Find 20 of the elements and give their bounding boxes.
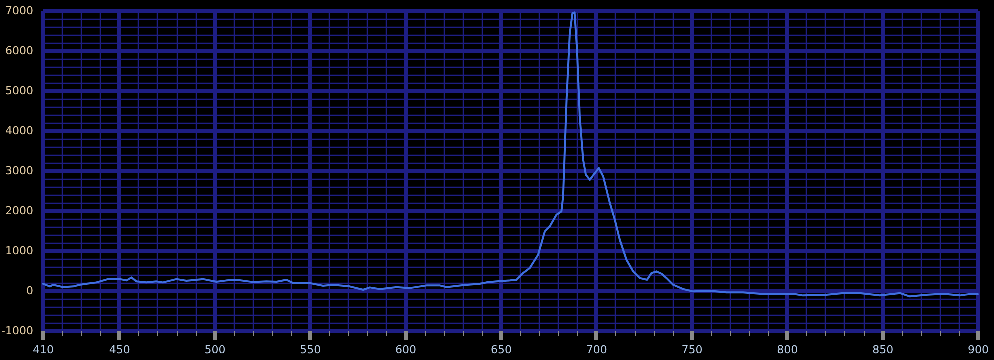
y-tick-label: 6000	[6, 44, 34, 58]
y-tick-label: 7000	[6, 4, 34, 18]
x-tick-label: 700	[586, 344, 608, 356]
x-tick-label: 450	[109, 344, 130, 356]
y-tick-label: 2000	[6, 204, 34, 218]
y-tick-label: 4000	[6, 124, 34, 138]
x-tick-label: 410	[33, 344, 54, 356]
y-tick-label: 0	[26, 284, 34, 298]
y-tick-label: 5000	[6, 84, 34, 98]
x-tick-label: 900	[968, 344, 989, 356]
x-tick-label: 750	[682, 344, 703, 356]
x-tick-label: 800	[777, 344, 798, 356]
x-tick-label: 600	[396, 344, 417, 356]
x-tick-label: 550	[300, 344, 322, 356]
x-tick-label: 500	[204, 344, 226, 356]
x-tick-label: 850	[872, 344, 894, 356]
y-tick-label: -1000	[2, 324, 34, 338]
x-tick-label: 650	[490, 344, 512, 356]
y-tick-label: 3000	[6, 164, 34, 178]
y-tick-label: 1000	[6, 244, 34, 258]
